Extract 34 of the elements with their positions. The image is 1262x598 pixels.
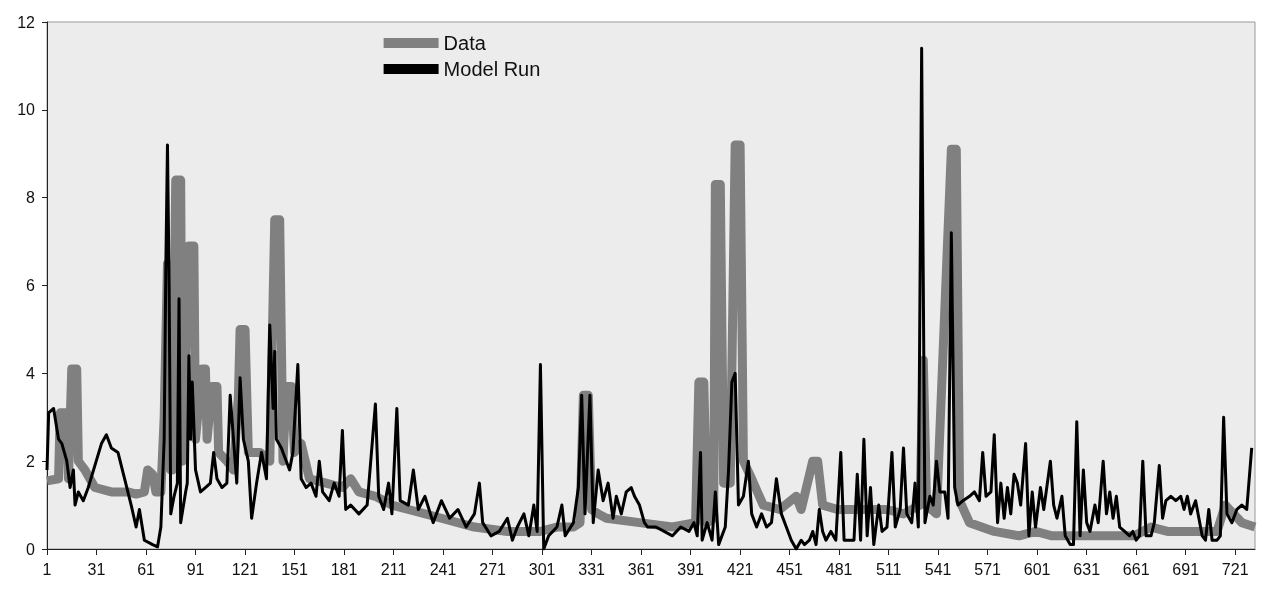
x-tick-label: 421 (726, 560, 754, 578)
y-tick-label: 0 (26, 540, 36, 558)
x-tick-label: 631 (1073, 560, 1101, 578)
x-tick-label: 181 (330, 560, 358, 578)
x-tick-label: 331 (578, 560, 606, 578)
x-tick-label: 601 (1023, 560, 1051, 578)
x-tick-label: 721 (1221, 560, 1249, 578)
y-tick-label: 6 (26, 277, 36, 294)
y-tick-label: 4 (26, 364, 36, 382)
x-tick-label: 661 (1122, 560, 1150, 578)
y-tick-label: 8 (26, 189, 36, 207)
x-tick-label: 211 (380, 560, 407, 578)
y-tick-label: 2 (26, 452, 36, 470)
x-tick-label: 571 (974, 560, 1002, 578)
x-tick-label: 241 (429, 560, 457, 578)
x-tick-label: 691 (1172, 560, 1200, 578)
x-tick-label: 91 (186, 560, 205, 578)
x-tick-label: 301 (528, 560, 556, 578)
x-tick-label: 511 (875, 560, 902, 578)
x-tick-label: 541 (924, 560, 952, 578)
y-tick-label: 12 (17, 13, 36, 31)
x-tick-label: 121 (231, 560, 259, 578)
legend-label: Data (443, 32, 487, 54)
x-tick-label: 451 (776, 560, 804, 578)
x-tick-label: 151 (281, 560, 308, 578)
legend-label: Model Run (443, 58, 541, 80)
y-tick-label: 10 (17, 101, 36, 119)
x-tick-label: 31 (87, 560, 106, 578)
x-tick-label: 361 (627, 560, 655, 578)
x-tick-label: 391 (677, 560, 705, 578)
x-tick-label: 61 (137, 560, 156, 578)
x-tick-label: 1 (42, 560, 52, 578)
x-tick-label: 271 (479, 560, 507, 578)
x-tick-label: 481 (825, 560, 853, 578)
